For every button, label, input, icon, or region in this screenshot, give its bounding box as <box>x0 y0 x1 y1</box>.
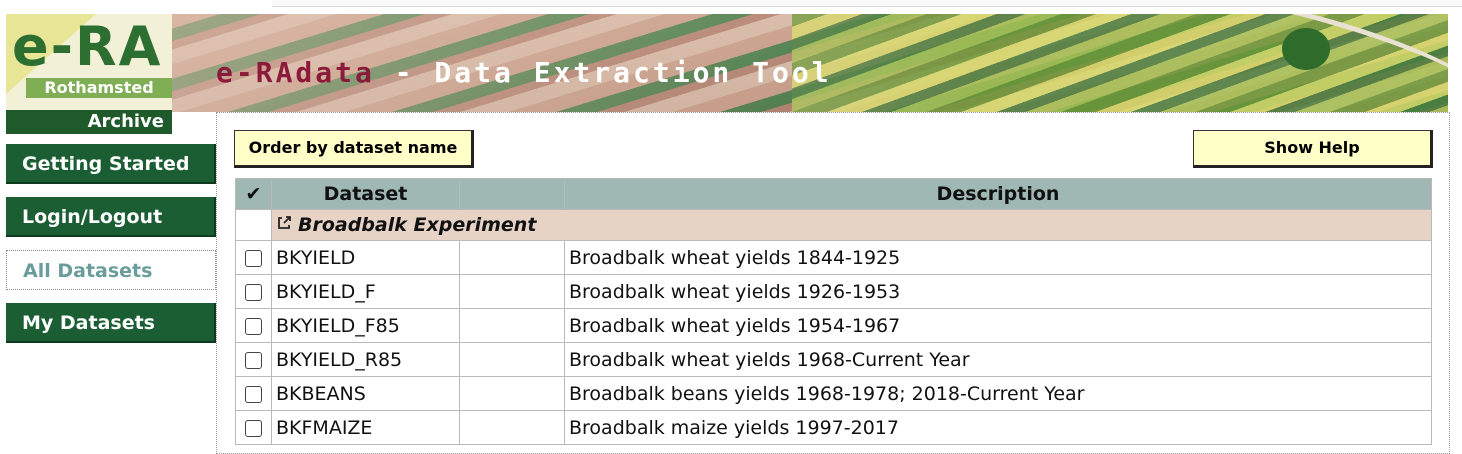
row-checkbox[interactable] <box>245 385 262 403</box>
order-by-name-button[interactable]: Order by dataset name <box>234 130 474 168</box>
browser-top-strip <box>0 0 1462 14</box>
row-checkbox[interactable] <box>245 351 262 369</box>
blank-cell <box>459 274 565 309</box>
table-row: BKBEANS Broadbalk beans yields 1968-1978… <box>235 376 1432 411</box>
description-cell: Broadbalk wheat yields 1926-1953 <box>564 274 1432 309</box>
dataset-column-header[interactable]: Dataset <box>271 178 460 210</box>
show-help-button[interactable]: Show Help <box>1193 130 1433 168</box>
sidebar-item-all-datasets[interactable]: All Datasets <box>6 250 216 290</box>
table-header-row: ✔ Dataset Description <box>235 178 1432 210</box>
title-brand: e-RAdata <box>216 56 375 89</box>
group-row-spacer <box>235 209 272 241</box>
group-label: Broadbalk Experiment <box>298 213 537 236</box>
dataset-cell[interactable]: BKYIELD_F85 <box>271 308 460 343</box>
description-cell: Broadbalk wheat yields 1954-1967 <box>564 308 1432 343</box>
description-column-header[interactable]: Description <box>564 178 1432 210</box>
description-cell: Broadbalk beans yields 1968-1978; 2018-C… <box>564 376 1432 411</box>
address-bar-edge <box>272 0 1462 7</box>
title-rest: - Data Extraction Tool <box>374 56 832 89</box>
group-row: Broadbalk Experiment <box>235 209 1432 241</box>
dataset-cell[interactable]: BKYIELD_F <box>271 274 460 309</box>
banner-tree <box>1282 28 1330 70</box>
logo-sub-text: Rothamsted <box>26 78 172 98</box>
blank-cell <box>459 410 565 445</box>
logo-archive-text: Archive <box>6 110 172 134</box>
blank-column-header <box>459 178 565 210</box>
page-title: e-RAdata - Data Extraction Tool <box>216 56 832 89</box>
row-checkbox[interactable] <box>245 283 262 301</box>
external-link-icon[interactable] <box>276 214 292 236</box>
table-row: BKYIELD_F85 Broadbalk wheat yields 1954-… <box>235 308 1432 343</box>
description-cell: Broadbalk wheat yields 1968-Current Year <box>564 342 1432 377</box>
row-checkbox[interactable] <box>245 419 262 437</box>
banner-shade <box>172 14 972 112</box>
group-row-cell[interactable]: Broadbalk Experiment <box>271 209 1432 241</box>
dataset-cell[interactable]: BKFMAIZE <box>271 410 460 445</box>
blank-cell <box>459 308 565 343</box>
table-row: BKYIELD_F Broadbalk wheat yields 1926-19… <box>235 274 1432 309</box>
sidebar-item-login-logout[interactable]: Login/Logout <box>6 197 216 237</box>
description-cell: Broadbalk wheat yields 1844-1925 <box>564 240 1432 275</box>
description-cell: Broadbalk maize yields 1997-2017 <box>564 410 1432 445</box>
logo-main-text: e-RA <box>12 15 163 78</box>
era-logo[interactable]: e-RA Rothamsted Archive <box>6 14 172 134</box>
table-row: BKYIELD_R85 Broadbalk wheat yields 1968-… <box>235 342 1432 377</box>
sidebar-item-getting-started[interactable]: Getting Started <box>6 144 216 184</box>
dataset-cell[interactable]: BKBEANS <box>271 376 460 411</box>
blank-cell <box>459 376 565 411</box>
dataset-cell[interactable]: BKYIELD <box>271 240 460 275</box>
select-all-header[interactable]: ✔ <box>235 178 272 210</box>
row-checkbox[interactable] <box>245 317 262 335</box>
blank-cell <box>459 240 565 275</box>
blank-cell <box>459 342 565 377</box>
table-row: BKFMAIZE Broadbalk maize yields 1997-201… <box>235 410 1432 445</box>
table-row: BKYIELD Broadbalk wheat yields 1844-1925 <box>235 240 1432 275</box>
datasets-table: ✔ Dataset Description Broadbalk Experime… <box>235 178 1432 445</box>
header-banner: e-RAdata - Data Extraction Tool <box>172 14 1448 112</box>
sidebar-item-my-datasets[interactable]: My Datasets <box>6 303 216 343</box>
row-checkbox[interactable] <box>245 249 262 267</box>
dataset-cell[interactable]: BKYIELD_R85 <box>271 342 460 377</box>
